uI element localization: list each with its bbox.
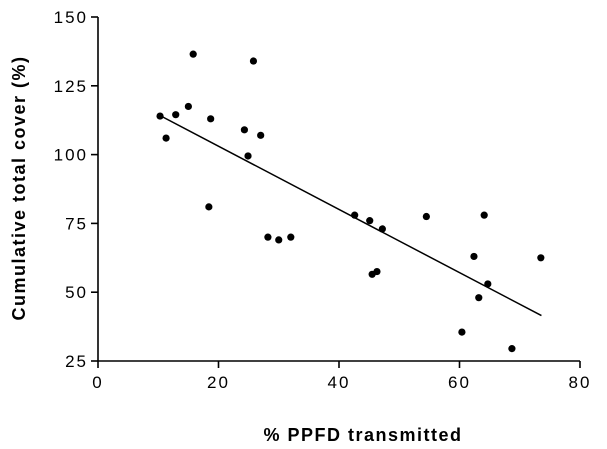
data-point xyxy=(205,203,213,211)
x-tick-label: 60 xyxy=(448,373,471,392)
data-point xyxy=(422,212,430,221)
data-point xyxy=(189,50,197,58)
data-point xyxy=(287,233,295,241)
data-point xyxy=(351,211,359,219)
data-point xyxy=(508,345,516,353)
y-tick-label: 100 xyxy=(54,146,88,165)
y-tick-label: 75 xyxy=(65,214,88,233)
data-point xyxy=(244,152,252,160)
data-point xyxy=(257,131,265,139)
data-point xyxy=(480,211,488,219)
data-point xyxy=(537,254,545,262)
data-point xyxy=(240,126,249,134)
x-tick-label: 40 xyxy=(328,373,351,392)
y-tick-label: 125 xyxy=(54,77,88,96)
data-point xyxy=(373,267,381,276)
data-point xyxy=(156,112,164,120)
axes xyxy=(97,17,580,362)
y-tick-label: 50 xyxy=(65,283,88,302)
data-point xyxy=(275,236,283,244)
data-point xyxy=(458,328,466,336)
data-point xyxy=(484,280,492,288)
y-axis-title: Cumulative total cover (%) xyxy=(9,55,29,320)
y-tick-label: 150 xyxy=(54,8,88,27)
y-tick-label: 25 xyxy=(65,352,88,371)
data-points xyxy=(156,50,545,353)
data-point xyxy=(184,102,192,111)
x-axis-title: % PPFD transmitted xyxy=(263,425,462,445)
x-tick-label: 0 xyxy=(92,373,103,392)
x-tick-label: 80 xyxy=(569,373,592,392)
data-point xyxy=(162,134,170,142)
data-point xyxy=(249,57,258,65)
x-tick-label: 20 xyxy=(207,373,230,392)
data-point xyxy=(207,115,215,123)
trend-line xyxy=(159,114,542,317)
data-point xyxy=(264,233,272,241)
data-point xyxy=(470,252,478,261)
data-point xyxy=(378,225,386,233)
tick-labels: 25 50 75 100 125 150 0 20 40 60 80 xyxy=(54,8,592,392)
data-point xyxy=(172,111,180,119)
ticks xyxy=(91,16,581,368)
data-point xyxy=(475,294,483,302)
data-point xyxy=(366,217,374,225)
